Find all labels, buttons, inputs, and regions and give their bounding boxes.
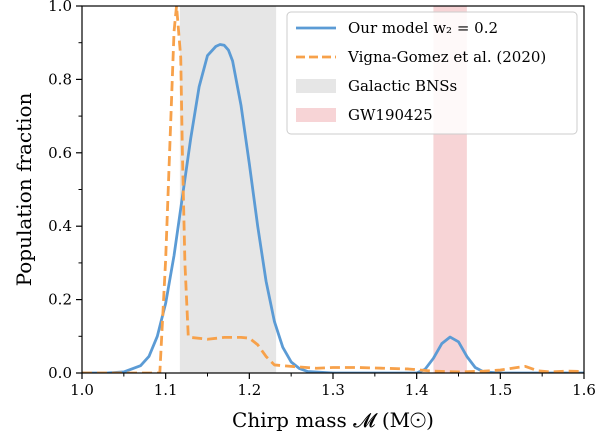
series-line-1 bbox=[82, 6, 584, 373]
y-tick-label: 1.0 bbox=[48, 0, 72, 15]
y-axis-ticks: 0.0 0.2 0.4 0.6 0.8 1.0 bbox=[48, 0, 82, 382]
band-0 bbox=[179, 6, 277, 373]
y-axis-label: Population fraction bbox=[12, 92, 36, 286]
legend-box bbox=[286, 11, 578, 135]
series-line-0 bbox=[82, 43, 584, 373]
y-tick-label: 0.6 bbox=[48, 144, 72, 162]
x-tick-label: 1.6 bbox=[572, 381, 596, 399]
legend-swatch-2 bbox=[296, 79, 336, 93]
legend-label-2: Galactic BNSs bbox=[348, 77, 457, 95]
series-lines bbox=[82, 6, 584, 373]
legend-label-3: GW190425 bbox=[348, 106, 433, 124]
x-axis-label: Chirp mass 𝓜 (M☉) bbox=[232, 408, 434, 432]
y-tick-label: 0.0 bbox=[48, 364, 72, 382]
y-tick-label: 0.4 bbox=[48, 217, 72, 235]
legend-swatch-3 bbox=[296, 108, 336, 122]
x-tick-label: 1.4 bbox=[405, 381, 429, 399]
x-tick-label: 1.5 bbox=[488, 381, 512, 399]
x-tick-label: 1.0 bbox=[70, 381, 94, 399]
y-tick-label: 0.2 bbox=[48, 291, 72, 309]
legend-label-0: Our model w₂ = 0.2 bbox=[348, 19, 498, 37]
y-tick-label: 0.8 bbox=[48, 70, 72, 88]
legend-label-1: Vigna-Gomez et al. (2020) bbox=[347, 48, 546, 66]
x-tick-label: 1.3 bbox=[321, 381, 345, 399]
x-tick-label: 1.2 bbox=[237, 381, 261, 399]
x-axis-ticks: 1.0 1.1 1.2 1.3 1.4 1.5 1.6 bbox=[70, 373, 596, 399]
x-tick-label: 1.1 bbox=[154, 381, 178, 399]
legend: Our model w₂ = 0.2 Vigna-Gomez et al. (20… bbox=[286, 11, 578, 135]
